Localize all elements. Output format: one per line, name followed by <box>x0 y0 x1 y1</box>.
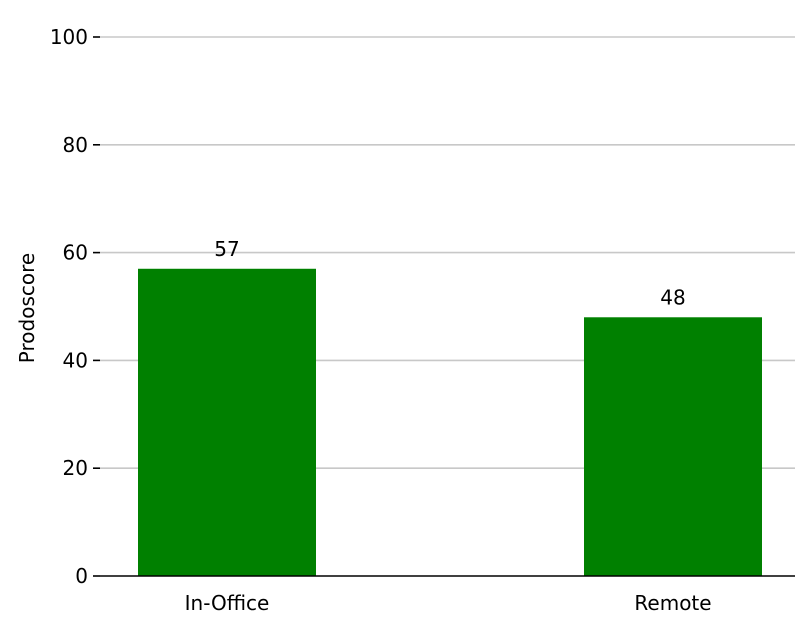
y-ticks: 0 20 40 60 80 100 <box>50 25 100 588</box>
x-tick-label-in-office: In-Office <box>185 591 270 615</box>
bar-remote <box>584 317 762 576</box>
y-tick-label-60: 60 <box>63 241 88 265</box>
bar-value-labels: 57 48 <box>214 237 685 310</box>
y-tick-label-40: 40 <box>63 348 88 372</box>
x-tick-labels: In-Office Remote <box>185 591 712 615</box>
y-tick-label-80: 80 <box>63 133 88 157</box>
bar-in-office <box>138 268 316 576</box>
y-tick-label-0: 0 <box>75 564 88 588</box>
y-axis-label: Prodoscore <box>15 253 39 363</box>
x-tick-label-remote: Remote <box>634 591 711 615</box>
bar-value-label-remote: 48 <box>660 285 685 309</box>
bar-value-label-in-office: 57 <box>214 237 239 261</box>
y-tick-label-20: 20 <box>63 456 88 480</box>
bars <box>138 268 762 576</box>
y-tick-label-100: 100 <box>50 25 88 49</box>
